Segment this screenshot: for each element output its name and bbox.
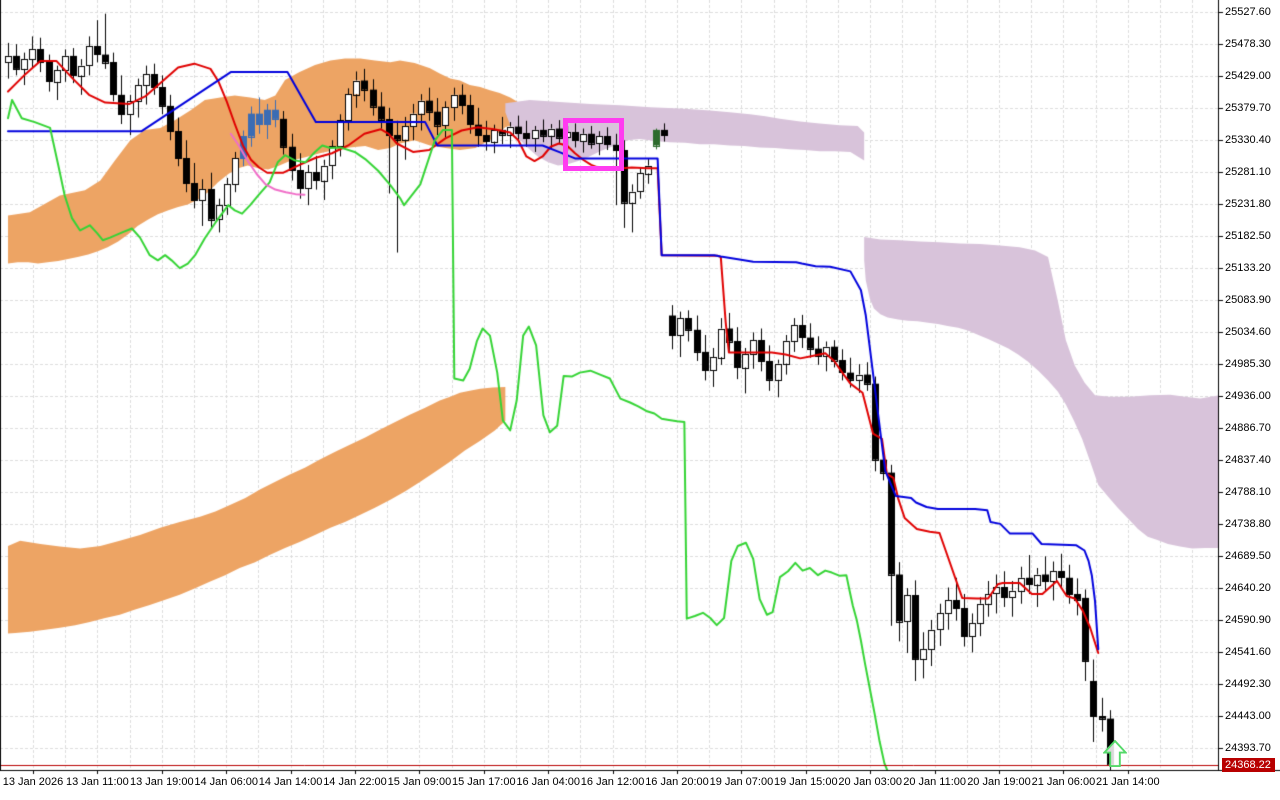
y-axis-price-label: 24443.00 (1225, 710, 1271, 722)
current-price-tag: 24368.22 (1222, 757, 1275, 772)
x-axis-time-label: 14 Jan 14:00 (258, 776, 323, 788)
x-axis-time-label: 15 Jan 17:00 (451, 776, 516, 788)
x-axis-time-label: 13 Jan 19:00 (129, 776, 194, 788)
x-axis-time-label: 14 Jan 22:00 (323, 776, 387, 788)
x-axis-time-label: 16 Jan 12:00 (580, 776, 645, 788)
y-axis-price-label: 25379.70 (1225, 102, 1271, 114)
highlight-rectangle[interactable] (562, 118, 624, 171)
x-axis-time-label: 21 Jan 14:00 (1095, 776, 1160, 788)
x-axis-time-label: 13 Jan 2026 (2, 776, 64, 788)
y-axis-price-label: 25330.40 (1225, 134, 1271, 146)
x-axis-time-label: 20 Jan 03:00 (838, 776, 902, 788)
y-axis-price-label: 24886.70 (1225, 422, 1271, 434)
x-axis-time-label: 15 Jan 09:00 (387, 776, 452, 788)
y-axis-price-label: 25478.30 (1225, 38, 1271, 50)
y-axis-price-label: 24492.30 (1225, 678, 1271, 690)
x-axis-time-label: 21 Jan 06:00 (1031, 776, 1096, 788)
y-axis-price-label: 24689.50 (1225, 550, 1271, 562)
x-axis-time-label: 19 Jan 07:00 (709, 776, 774, 788)
y-axis-price-label: 25429.00 (1225, 70, 1271, 82)
x-axis-time-label: 16 Jan 04:00 (516, 776, 580, 788)
x-axis-time-label: 13 Jan 11:00 (65, 776, 129, 788)
y-axis-price-label: 24738.80 (1225, 518, 1271, 530)
y-axis-price-label: 24837.40 (1225, 454, 1271, 466)
y-axis-price-label: 24936.00 (1225, 390, 1271, 402)
x-axis-time-label: 16 Jan 20:00 (645, 776, 709, 788)
y-axis-price-label: 24640.20 (1225, 582, 1271, 594)
y-axis-price-label: 25527.60 (1225, 6, 1271, 18)
x-axis-time-label: 20 Jan 19:00 (967, 776, 1031, 788)
y-axis-price-label: 25281.10 (1225, 166, 1271, 178)
y-axis-price-label: 24788.10 (1225, 486, 1271, 498)
y-axis-price-label: 24590.90 (1225, 614, 1271, 626)
x-axis-time-label: 14 Jan 06:00 (194, 776, 258, 788)
y-axis-price-label: 25083.90 (1225, 294, 1271, 306)
x-axis-time-label: 19 Jan 15:00 (773, 776, 838, 788)
y-axis-price-label: 25182.50 (1225, 230, 1271, 242)
y-axis-price-label: 24541.60 (1225, 646, 1271, 658)
y-axis-price-label: 24985.30 (1225, 358, 1271, 370)
x-axis-time-label: 20 Jan 11:00 (903, 776, 966, 788)
buy-arrow-icon[interactable] (1103, 740, 1128, 768)
y-axis-price-label: 25133.20 (1225, 262, 1271, 274)
y-axis-price-label: 25034.60 (1225, 326, 1271, 338)
y-axis-price-label: 24393.70 (1225, 742, 1271, 754)
y-axis-price-label: 25231.80 (1225, 198, 1271, 210)
